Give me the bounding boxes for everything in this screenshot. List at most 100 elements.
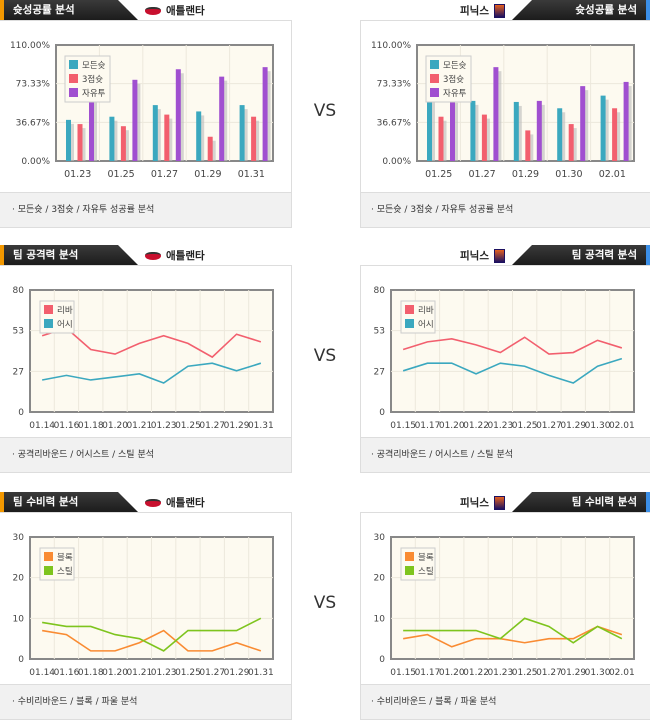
atlanta-hawks-logo-icon xyxy=(145,498,161,507)
team-name: 애틀랜타 xyxy=(166,497,205,509)
bar-3점슛 xyxy=(207,136,213,161)
y-tick-label: 30 xyxy=(13,533,25,543)
x-tick-label: 01.16 xyxy=(54,421,80,431)
panel-footer: · 수비리바운드 / 블록 / 파울 분석 xyxy=(361,684,650,719)
chart-svg: 0.00% 36.67% 73.33% 110.00% 01.25 01.27 01.29 0… xyxy=(371,41,635,180)
bar-shadow xyxy=(242,109,248,161)
y-tick-label: 110.00% xyxy=(371,41,411,51)
bar-3점슛 xyxy=(481,114,487,161)
legend-swatch xyxy=(430,60,439,69)
legend-swatch xyxy=(430,88,439,97)
legend-label: 어시 xyxy=(57,319,73,330)
x-tick-label: 01.23 xyxy=(151,668,177,678)
bar-shadow xyxy=(135,83,141,161)
x-tick-label: 01.30 xyxy=(585,421,611,431)
legend-label: 어시 xyxy=(418,319,434,330)
bar-shadow xyxy=(430,101,435,161)
x-tick-label: 01.23 xyxy=(487,421,513,431)
x-tick-label: 01.17 xyxy=(415,421,441,431)
vs-label: VS xyxy=(313,593,337,613)
y-tick-label: 27 xyxy=(374,367,385,377)
y-tick-label: 0 xyxy=(379,408,385,418)
bar-shadow xyxy=(112,120,118,161)
legend-swatch xyxy=(405,305,414,314)
series-line-블록 xyxy=(42,629,262,652)
y-tick-label: 53 xyxy=(374,327,385,337)
bar-자유투 xyxy=(132,79,138,161)
bar-shadow xyxy=(167,118,173,161)
bar-shadow xyxy=(539,104,545,161)
series-line-스틸 xyxy=(403,617,623,644)
team-name: 피닉스 xyxy=(460,5,489,17)
bar-shadow xyxy=(626,85,632,161)
bar-자유투 xyxy=(623,81,629,161)
chart-panel-right: 0.00% 36.67% 73.33% 110.00% 01.25 01.27 01.29 0… xyxy=(360,20,650,228)
bar-자유투 xyxy=(493,67,499,161)
y-tick-label: 73.33% xyxy=(16,80,51,90)
atlanta-hawks-logo-icon xyxy=(145,6,161,15)
x-tick-label: 01.29 xyxy=(224,668,250,678)
legend-label: 3점슛 xyxy=(82,74,103,85)
chart-panel-left: 0 10 20 30 01.14 01.16 01.18 01.20 01.21 01.23 01.… xyxy=(0,512,292,720)
bar-shadow xyxy=(571,128,577,161)
chart-panel-left: 0 27 53 80 01.14 01.16 01.18 01.20 01.21 01.23 01.… xyxy=(0,265,292,473)
phoenix-suns-logo-icon xyxy=(494,495,505,510)
bar-shadow xyxy=(92,96,97,161)
series-line-블록 xyxy=(403,625,623,648)
x-tick-label: 01.17 xyxy=(415,668,441,678)
vs-label: VS xyxy=(313,346,337,366)
bar-shadow xyxy=(441,120,447,161)
x-tick-label: 01.20 xyxy=(439,668,465,678)
bar-모든슛 xyxy=(109,116,115,161)
legend-label: 3점슛 xyxy=(443,74,464,85)
legend-label: 블록 xyxy=(418,552,434,563)
panel-footer: · 수비리바운드 / 블록 / 파울 분석 xyxy=(0,684,291,719)
bar-shadow xyxy=(210,140,216,161)
analysis-section: 팀 수비력 분석 팀 수비력 분석 애틀랜타 피닉스 0 10 20 30 01.14 01.16… xyxy=(0,492,650,724)
x-tick-label: 01.16 xyxy=(54,668,80,678)
bar-shadow xyxy=(178,73,184,161)
series-line-리바 xyxy=(41,327,262,359)
analysis-section: 팀 공격력 분석 팀 공격력 분석 애틀랜타 피닉스 0 27 53 80 01.14 01.16… xyxy=(0,245,650,477)
y-tick-label: 30 xyxy=(374,533,386,543)
bar-shadow xyxy=(254,120,260,161)
x-tick-label: 01.20 xyxy=(439,421,465,431)
team-label-phoenix: 피닉스 xyxy=(460,495,505,510)
x-tick-label: 01.22 xyxy=(463,668,489,678)
x-tick-label: 01.29 xyxy=(560,668,586,678)
team-label-atlanta: 애틀랜타 xyxy=(145,495,205,510)
legend-swatch xyxy=(430,74,439,83)
bar-shadow xyxy=(615,112,621,161)
y-tick-label: 10 xyxy=(374,614,386,624)
legend-swatch xyxy=(44,566,53,575)
chart-svg: 027538001.1401.1601.1801.2001.2101.2301.… xyxy=(13,286,274,431)
x-tick-label: 01.25 xyxy=(425,169,452,180)
x-tick-label: 02.01 xyxy=(609,668,635,678)
bar-shadow xyxy=(528,134,534,161)
x-tick-label: 01.14 xyxy=(29,421,55,431)
team-name: 피닉스 xyxy=(460,250,489,262)
bar-3점슛 xyxy=(525,130,531,161)
legend-label: 블록 xyxy=(57,552,73,563)
legend-label: 스틸 xyxy=(418,567,434,577)
legend-swatch xyxy=(69,60,78,69)
legend-label: 리바 xyxy=(57,305,73,316)
x-tick-label: 01.23 xyxy=(487,668,513,678)
y-tick-label: 0.00% xyxy=(382,157,411,167)
chart-svg: 027538001.1501.1701.2001.2201.2301.2501.… xyxy=(374,286,635,431)
x-tick-label: 01.25 xyxy=(512,421,538,431)
panel-footer: · 공격리바운드 / 어시스트 / 스틸 분석 xyxy=(361,437,650,472)
section-title-tab-left: 팀 공격력 분석 xyxy=(0,245,138,265)
bar-3점슛 xyxy=(438,116,444,161)
legend-swatch xyxy=(405,319,414,328)
y-tick-label: 20 xyxy=(374,574,386,584)
bar-shadow xyxy=(80,128,86,161)
legend-label: 스틸 xyxy=(57,567,73,577)
legend-swatch xyxy=(44,305,53,314)
x-tick-label: 01.27 xyxy=(468,169,495,180)
team-name: 애틀랜타 xyxy=(166,5,205,17)
bar-shadow xyxy=(516,105,522,161)
legend-label: 모든슛 xyxy=(82,61,106,71)
bar-모든슛 xyxy=(513,101,519,161)
x-tick-label: 01.31 xyxy=(238,169,265,180)
